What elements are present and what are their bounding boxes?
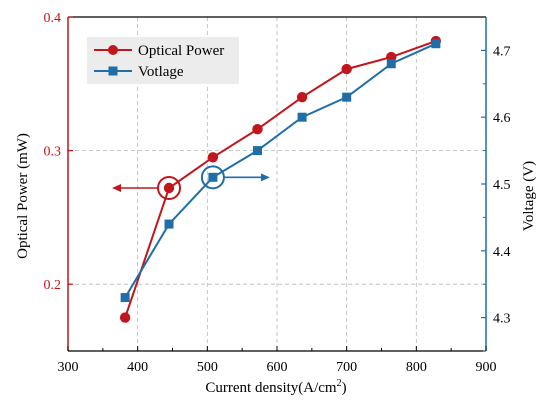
annotation-arrow-head-1 [260, 173, 270, 182]
x-tick-label-600: 600 [267, 360, 288, 375]
point-votlage-2 [208, 172, 218, 182]
legend-marker-voltage [108, 66, 118, 76]
x-tick-label-500: 500 [197, 360, 218, 375]
y-left-tick-label-0.4: 0.4 [44, 11, 62, 26]
x-tick-label-800: 800 [406, 360, 427, 375]
y-right-tick-label-4.7: 4.7 [493, 44, 511, 59]
point-optical-power-4 [296, 91, 308, 103]
x-tick-label-900: 900 [476, 360, 497, 375]
y-right-tick-label-4.4: 4.4 [493, 245, 511, 260]
point-optical-power-5 [341, 63, 352, 75]
tick-marks-and-labels: 300 400 500 600 700 800 900 0.2 0.3 0.4 4.3 4.4 4.5 4… [44, 11, 511, 375]
series-line-optical-power [124, 40, 437, 318]
y-axis-right-label: Voltage (V) [521, 161, 537, 231]
data-series [119, 35, 442, 323]
point-optical-power-3 [252, 124, 263, 135]
x-tick-label-400: 400 [127, 360, 148, 375]
point-votlage-5 [342, 92, 352, 102]
x-tick-label-700: 700 [336, 360, 357, 375]
point-votlage-7 [431, 39, 441, 49]
x-axis-label: Current density(A/cm2) [205, 378, 346, 396]
y-left-tick-label-0.3: 0.3 [44, 145, 62, 160]
point-optical-power-0 [119, 312, 131, 323]
x-axis-label-main: Current density(A/cm [205, 380, 337, 396]
point-votlage-4 [297, 112, 307, 122]
legend: Optical Power Votlage [87, 37, 239, 84]
x-tick-label-300: 300 [58, 360, 79, 375]
point-votlage-0 [120, 293, 130, 303]
legend-box [87, 37, 239, 84]
annotation-arrow-head-0 [112, 184, 122, 193]
legend-label-optical-power: Optical Power [138, 43, 224, 59]
y-right-tick-label-4.5: 4.5 [493, 178, 511, 193]
x-axis-label-close: ) [342, 380, 347, 396]
x-axis-label-superscript: 2 [337, 378, 342, 389]
legend-marker-optical-power [108, 45, 118, 55]
point-optical-power-1 [163, 182, 175, 194]
point-votlage-6 [386, 59, 396, 69]
point-optical-power-2 [207, 152, 219, 163]
point-votlage-3 [252, 146, 262, 156]
annotations [112, 165, 270, 201]
y-left-tick-label-0.2: 0.2 [44, 278, 62, 293]
y-axis-left-label: Optical Power (mW) [15, 133, 31, 259]
legend-label-voltage: Votlage [138, 64, 184, 80]
series-line-votlage [124, 42, 437, 299]
point-votlage-1 [164, 219, 174, 229]
y-right-tick-label-4.6: 4.6 [493, 111, 511, 126]
y-right-tick-label-4.3: 4.3 [493, 312, 511, 327]
